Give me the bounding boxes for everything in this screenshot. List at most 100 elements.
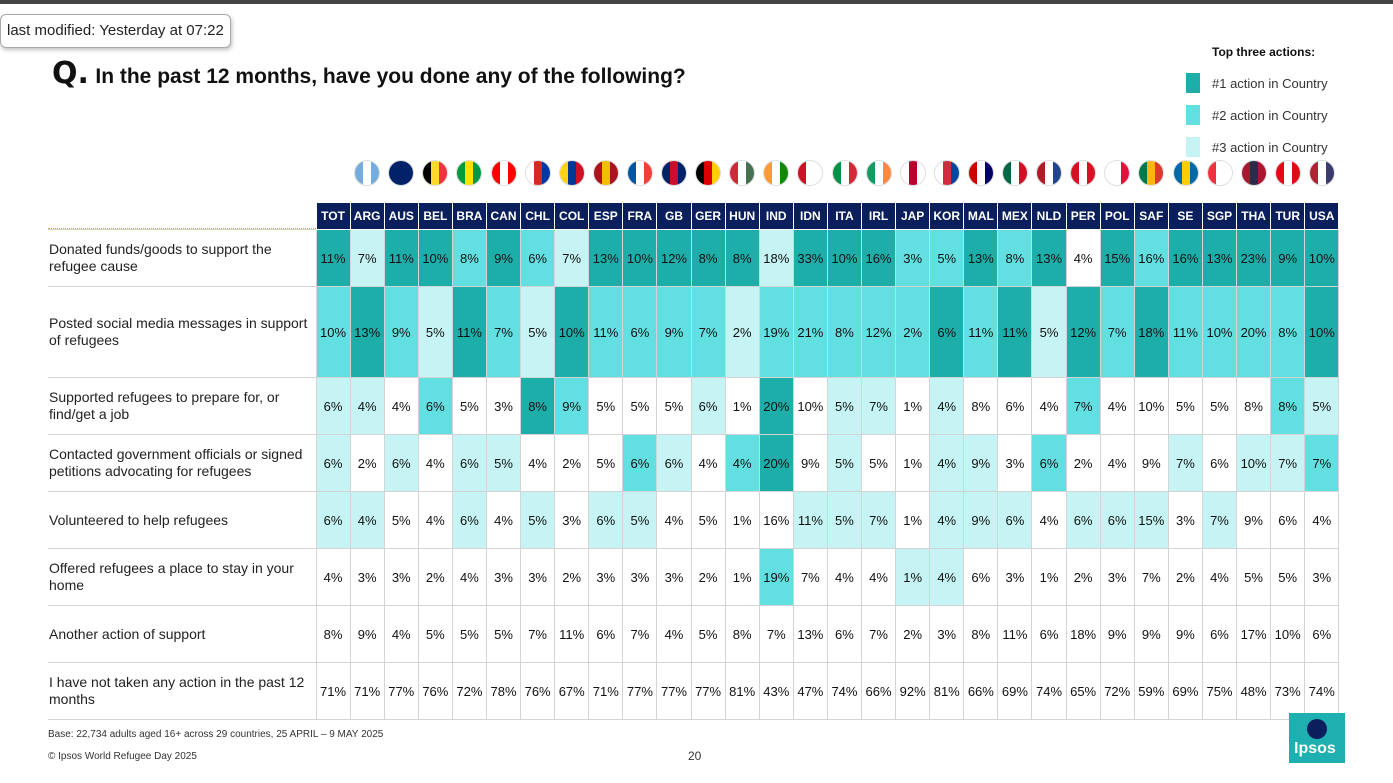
data-cell: 43% xyxy=(758,662,794,720)
data-cell: 11% xyxy=(792,491,828,549)
data-cell: 2% xyxy=(895,605,931,663)
data-cell: 5% xyxy=(622,377,658,435)
data-cell: 75% xyxy=(1201,662,1238,720)
data-cell: 7% xyxy=(860,605,897,663)
data-cell: 9% xyxy=(485,229,522,287)
data-cell: 6% xyxy=(1304,605,1340,663)
data-cell: 7% xyxy=(758,605,794,663)
data-cell: 4% xyxy=(451,548,487,606)
data-cell: 4% xyxy=(656,491,692,549)
data-cell: 2% xyxy=(554,548,590,606)
data-cell: 4% xyxy=(485,491,522,549)
data-cell: 6% xyxy=(315,434,351,492)
data-cell: 4% xyxy=(1099,377,1135,435)
legend-label: #1 action in Country xyxy=(1212,75,1328,91)
data-cell: 9% xyxy=(554,377,590,435)
data-cell: 33% xyxy=(792,229,828,287)
data-cell: 21% xyxy=(792,286,828,378)
flag-pol-icon xyxy=(1104,160,1131,186)
data-cell: 10% xyxy=(792,377,828,435)
data-cell: 65% xyxy=(1065,662,1101,720)
column-header: SAF xyxy=(1133,202,1169,230)
data-cell: 81% xyxy=(724,662,760,720)
data-cell: 6% xyxy=(315,491,351,549)
data-cell: 7% xyxy=(1201,491,1238,549)
data-cell: 3% xyxy=(485,548,522,606)
data-cell: 15% xyxy=(1099,229,1135,287)
data-cell: 74% xyxy=(1304,662,1340,720)
data-cell: 9% xyxy=(656,286,692,378)
data-cell: 3% xyxy=(554,491,590,549)
data-cell: 10% xyxy=(315,286,351,378)
data-cell: 9% xyxy=(383,286,419,378)
column-header: TOT xyxy=(315,202,351,230)
data-cell: 6% xyxy=(929,286,965,378)
data-cell: 3% xyxy=(349,548,385,606)
data-cell: 11% xyxy=(588,286,624,378)
data-cell: 8% xyxy=(963,605,999,663)
data-cell: 69% xyxy=(997,662,1033,720)
data-cell: 5% xyxy=(1031,286,1067,378)
table-row: Posted social media messages in support … xyxy=(48,286,1340,378)
data-cell: 5% xyxy=(1167,377,1203,435)
page-number: 20 xyxy=(688,749,702,763)
data-cell: 92% xyxy=(895,662,931,720)
table-row: Donated funds/goods to support the refug… xyxy=(48,229,1340,287)
data-cell: 4% xyxy=(826,548,863,606)
data-cell: 8% xyxy=(315,605,351,663)
data-cell: 5% xyxy=(690,605,726,663)
data-cell: 2% xyxy=(724,286,760,378)
data-cell: 5% xyxy=(656,377,692,435)
column-header: IND xyxy=(758,202,794,230)
column-header: USA xyxy=(1304,202,1340,230)
data-cell: 17% xyxy=(1236,605,1272,663)
data-cell: 59% xyxy=(1133,662,1169,720)
data-cell: 20% xyxy=(1236,286,1272,378)
column-header: ITA xyxy=(826,202,863,230)
data-cell: 7% xyxy=(1167,434,1203,492)
data-cell: 2% xyxy=(417,548,453,606)
flag-per-icon xyxy=(1070,160,1097,186)
data-cell: 3% xyxy=(895,229,931,287)
data-cell: 6% xyxy=(451,491,487,549)
data-cell: 4% xyxy=(656,605,692,663)
data-cell: 3% xyxy=(485,377,522,435)
copyright: © Ipsos World Refugee Day 2025 xyxy=(48,751,197,762)
data-cell: 11% xyxy=(1167,286,1203,378)
data-cell: 48% xyxy=(1236,662,1272,720)
data-cell: 2% xyxy=(554,434,590,492)
column-header: JAP xyxy=(895,202,931,230)
data-cell: 3% xyxy=(1099,548,1135,606)
data-cell: 12% xyxy=(656,229,692,287)
data-cell: 2% xyxy=(1167,548,1203,606)
data-cell: 8% xyxy=(1270,377,1306,435)
data-cell: 6% xyxy=(997,377,1033,435)
data-cell: 1% xyxy=(895,491,931,549)
data-cell: 9% xyxy=(792,434,828,492)
data-cell: 4% xyxy=(315,548,351,606)
question-text: In the past 12 months, have you done any… xyxy=(95,65,686,88)
data-cell: 6% xyxy=(588,605,624,663)
column-header: CHL xyxy=(520,202,556,230)
flag-esp-icon xyxy=(592,160,619,186)
data-cell: 7% xyxy=(860,377,897,435)
flag-row xyxy=(0,160,1393,188)
data-cell: 7% xyxy=(622,605,658,663)
flag-col-icon xyxy=(558,160,585,186)
logo-mark xyxy=(1307,719,1327,739)
data-cell: 6% xyxy=(1031,605,1067,663)
logo-text: Ipsos xyxy=(1294,740,1336,757)
data-cell: 5% xyxy=(622,491,658,549)
data-cell: 9% xyxy=(1270,229,1306,287)
flag-mal-icon xyxy=(967,160,994,186)
data-cell: 47% xyxy=(792,662,828,720)
data-cell: 77% xyxy=(383,662,419,720)
data-cell: 6% xyxy=(622,434,658,492)
data-cell: 9% xyxy=(349,605,385,663)
data-cell: 16% xyxy=(860,229,897,287)
top-border xyxy=(0,0,1393,4)
data-cell: 6% xyxy=(1201,605,1238,663)
data-cell: 5% xyxy=(588,377,624,435)
column-header: BRA xyxy=(451,202,487,230)
data-cell: 4% xyxy=(349,377,385,435)
